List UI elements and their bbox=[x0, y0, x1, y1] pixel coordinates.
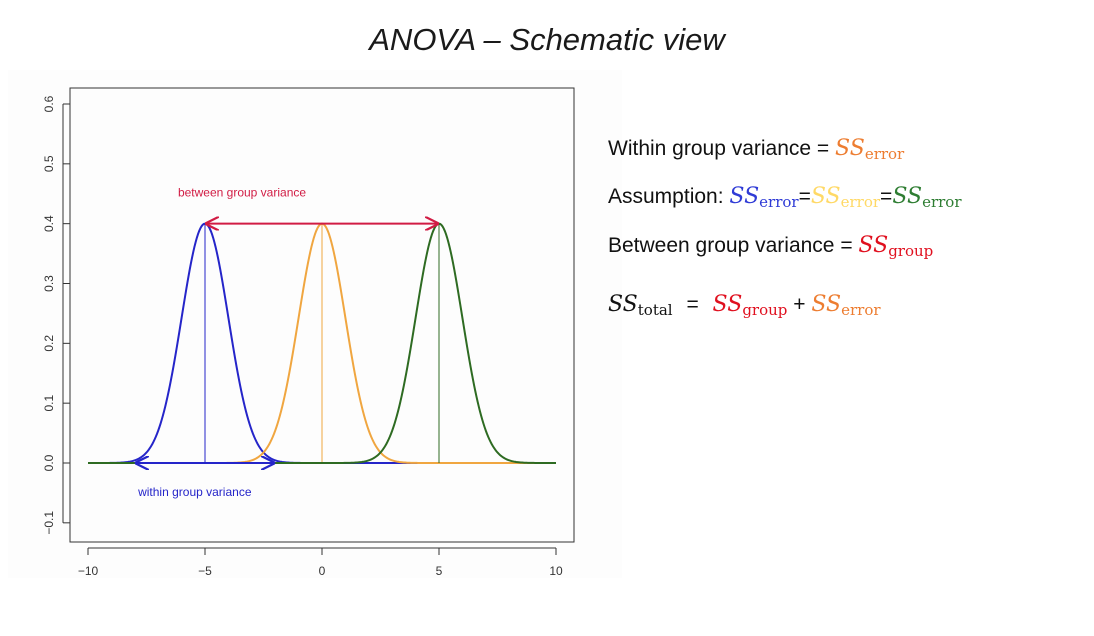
within-label: Within group variance = bbox=[608, 137, 830, 160]
plot-box bbox=[69, 87, 575, 543]
assumption-ss-3-sub: error bbox=[922, 193, 962, 211]
x-tick-label: −10 bbox=[78, 564, 99, 578]
total-ss: SS bbox=[608, 292, 638, 317]
assumption-ss-2-sub: error bbox=[840, 193, 881, 211]
within-equation: Within group variance = SSerror bbox=[608, 136, 905, 163]
assumption-equation: Assumption: SSerror=SSerror=SSerror bbox=[608, 184, 962, 211]
within-ss-sub: error bbox=[864, 145, 905, 163]
annotation-within: within group variance bbox=[137, 485, 252, 499]
total-error-ss-sub: error bbox=[841, 301, 881, 319]
slide-title: ANOVA – Schematic view bbox=[369, 22, 725, 57]
x-tick-label: 10 bbox=[549, 564, 563, 578]
assumption-ss-3: SS bbox=[892, 184, 923, 209]
between-ss: SS bbox=[858, 233, 889, 258]
anova-chart: −0.1 0.0 0.1 0.2 0.3 0.4 0.5 0.6 −10 −5 0 5 10 betwee… bbox=[8, 70, 622, 578]
between-ss-sub: group bbox=[888, 242, 934, 260]
y-tick-label: 0.1 bbox=[42, 395, 56, 412]
total-error-ss: SS bbox=[811, 292, 842, 317]
assumption-label: Assumption: bbox=[608, 185, 724, 208]
x-tick-label: −5 bbox=[198, 564, 212, 578]
y-tick-label: 0.6 bbox=[42, 95, 56, 112]
y-tick-label: 0.0 bbox=[42, 454, 56, 471]
y-tick-label: 0.4 bbox=[42, 215, 56, 232]
within-ss: SS bbox=[835, 136, 865, 161]
y-tick-label: 0.2 bbox=[42, 335, 56, 352]
chart-svg: −0.1 0.0 0.1 0.2 0.3 0.4 0.5 0.6 −10 −5 0 5 10 betwee… bbox=[42, 87, 575, 578]
total-group-ss: SS bbox=[712, 292, 743, 317]
x-tick-label: 0 bbox=[319, 564, 326, 578]
total-group-ss-sub: group bbox=[742, 301, 788, 319]
total-plus: + bbox=[793, 293, 806, 316]
between-label: Between group variance = bbox=[608, 234, 853, 257]
assumption-ss-2: SS bbox=[810, 184, 841, 209]
total-eq: = bbox=[686, 293, 699, 316]
between-equation: Between group variance = SSgroup bbox=[608, 233, 934, 260]
assumption-ss-1-sub: error bbox=[759, 193, 799, 211]
total-equation: SStotal = SSgroup + SSerror bbox=[608, 292, 881, 319]
y-tick-label: 0.5 bbox=[42, 155, 56, 172]
assumption-ss-1: SS bbox=[729, 184, 760, 209]
x-tick-label: 5 bbox=[436, 564, 443, 578]
assumption-eq-1: = bbox=[798, 185, 811, 208]
y-tick-label: −0.1 bbox=[42, 511, 56, 535]
y-tick-label: 0.3 bbox=[42, 275, 56, 292]
annotation-between: between group variance bbox=[178, 186, 306, 200]
total-ss-sub: total bbox=[637, 301, 673, 319]
assumption-eq-2: = bbox=[880, 185, 893, 208]
